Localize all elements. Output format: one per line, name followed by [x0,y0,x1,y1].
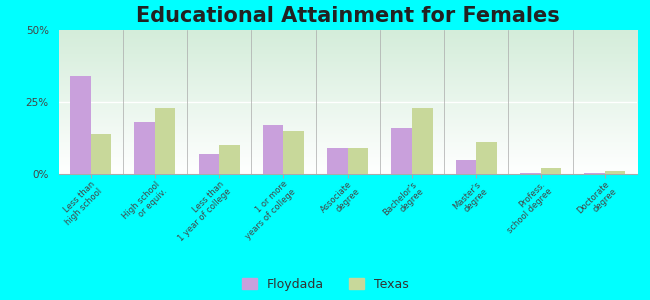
Title: Educational Attainment for Females: Educational Attainment for Females [136,6,560,26]
Bar [263,125,283,174]
Bar [541,168,561,174]
Bar [135,122,155,174]
Bar [348,148,369,174]
Bar [155,108,176,174]
Bar [520,172,541,174]
Bar [70,76,90,174]
Bar [199,154,219,174]
Bar [476,142,497,174]
Bar [90,134,111,174]
Bar [584,173,605,174]
Bar [456,160,476,174]
Bar [605,171,625,174]
Legend: Floydada, Texas: Floydada, Texas [242,278,408,291]
Bar [412,108,433,174]
Bar [283,131,304,174]
Bar [219,145,240,174]
Bar [327,148,348,174]
Bar [391,128,412,174]
